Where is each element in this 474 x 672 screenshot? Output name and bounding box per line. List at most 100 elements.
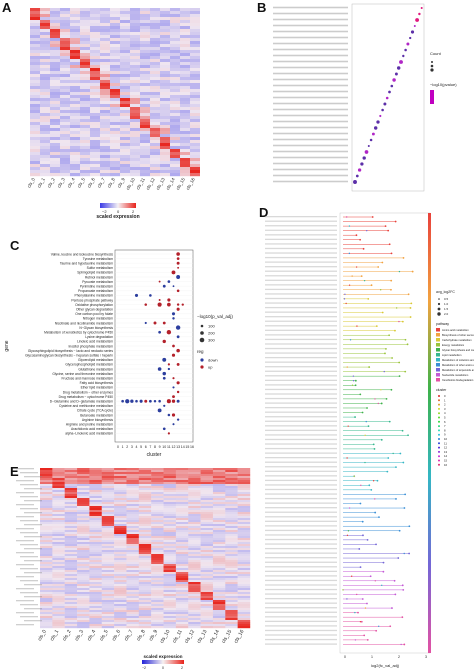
- heatmap-cell: [237, 522, 251, 525]
- heatmap-cell: [52, 510, 65, 513]
- heatmap-cell: [80, 143, 91, 147]
- heatmap-cell: [151, 624, 164, 627]
- heatmap-cell: [70, 137, 81, 141]
- heatmap-cell: [126, 596, 140, 599]
- heatmap-cell: [200, 626, 214, 629]
- c-size-300: 300: [208, 338, 215, 343]
- heatmap-cell: [89, 516, 102, 519]
- heatmap-cell: [52, 470, 65, 473]
- heatmap-cell: [70, 41, 81, 45]
- heatmap-cell: [150, 128, 161, 132]
- heatmap-cell: [200, 582, 214, 585]
- legend2-swatch: [436, 333, 440, 337]
- heatmap-cell: [70, 125, 81, 129]
- heatmap-cell: [140, 89, 151, 93]
- heatmap-cell: [126, 590, 140, 593]
- heatmap-cell: [120, 107, 131, 111]
- heatmap-cell: [175, 486, 189, 489]
- heatmap-cell: [64, 500, 78, 503]
- term-label-placeholder: [265, 329, 337, 331]
- c-reg-up: up: [208, 365, 213, 370]
- heatmap-cell: [190, 98, 200, 102]
- legend3-dot: [438, 407, 440, 410]
- heatmap-cell: [212, 512, 226, 515]
- dot: [167, 302, 171, 307]
- heatmap-cell: [126, 576, 140, 579]
- heatmap-cell: [64, 620, 78, 623]
- heatmap-cell: [130, 161, 141, 165]
- heatmap-cell: [150, 71, 161, 75]
- heatmap-cell: [30, 170, 41, 174]
- heatmap-cell: [200, 590, 214, 593]
- heatmap-cell: [52, 562, 65, 565]
- dot: [418, 12, 421, 16]
- heatmap-cell: [163, 560, 177, 563]
- term-label-placeholder: [265, 634, 337, 636]
- heatmap-cell: [126, 570, 140, 573]
- heatmap-cell: [212, 600, 226, 603]
- heatmap-cell: [114, 560, 127, 563]
- term-label-placeholder: [265, 434, 337, 436]
- c-size-legend-title: −log10(p_val_adj): [197, 314, 233, 319]
- heatmap-cell: [40, 616, 53, 619]
- heatmap-cell: [130, 116, 141, 120]
- heatmap-cell: [64, 540, 78, 543]
- heatmap-cell: [212, 622, 226, 625]
- heatmap-cell: [200, 488, 214, 491]
- heatmap-cell: [140, 92, 151, 96]
- heatmap-cell: [90, 50, 101, 54]
- heatmap-cell: [40, 604, 53, 607]
- heatmap-cell: [101, 580, 115, 583]
- heatmap-cell: [90, 17, 101, 21]
- legend2-swatch: [436, 378, 440, 382]
- heatmap-cell: [200, 624, 214, 627]
- heatmap-cell: [60, 119, 71, 123]
- heatmap-cell: [180, 110, 191, 114]
- heatmap-cell: [101, 548, 115, 551]
- heatmap-cell: [101, 530, 115, 533]
- legend2-label: Carbohydrate metabolism: [442, 338, 472, 342]
- term-label-placeholder: [265, 275, 337, 277]
- lollipop-head: [369, 575, 372, 578]
- heatmap-cell: [237, 602, 251, 605]
- heatmap-cell: [52, 522, 65, 525]
- heatmap-cell: [150, 146, 161, 150]
- term-label-placeholder: [265, 366, 337, 368]
- heatmap-cell: [225, 620, 238, 623]
- dot: [162, 284, 166, 288]
- heatmap-cell: [126, 542, 140, 545]
- term-label-placeholder: [265, 493, 337, 495]
- heatmap-cell: [138, 542, 152, 545]
- heatmap-cell: [163, 476, 177, 479]
- heatmap-cell: [40, 570, 53, 573]
- lollipop-head: [401, 429, 404, 432]
- heatmap-cell: [180, 86, 191, 90]
- heatmap-cell: [90, 26, 101, 30]
- heatmap-cell: [120, 116, 131, 120]
- heatmap-cell: [89, 494, 102, 497]
- heatmap-cell: [114, 530, 127, 533]
- heatmap-cell: [60, 161, 71, 165]
- heatmap-cell: [77, 622, 90, 625]
- heatmap-cell: [212, 610, 226, 613]
- heatmap-cell: [50, 20, 61, 24]
- heatmap-cell: [70, 95, 81, 99]
- heatmap-cell: [40, 83, 51, 87]
- heatmap-cell: [70, 77, 81, 81]
- heatmap-cell: [60, 23, 71, 27]
- heatmap-cell: [212, 588, 226, 591]
- heatmap-cell: [175, 488, 189, 491]
- legend-bar-a: [100, 203, 136, 208]
- heatmap-cell: [200, 556, 214, 559]
- heatmap-cell: [175, 538, 189, 541]
- heatmap-cell: [175, 472, 189, 475]
- heatmap-cell: [175, 504, 189, 507]
- dot: [176, 307, 180, 311]
- heatmap-cell: [225, 518, 238, 521]
- heatmap-cell: [160, 101, 171, 105]
- heatmap-cell: [40, 578, 53, 581]
- heatmap-cell: [237, 560, 251, 563]
- heatmap-cell: [114, 532, 127, 535]
- heatmap-cell: [170, 110, 181, 114]
- heatmap-cell: [50, 89, 61, 93]
